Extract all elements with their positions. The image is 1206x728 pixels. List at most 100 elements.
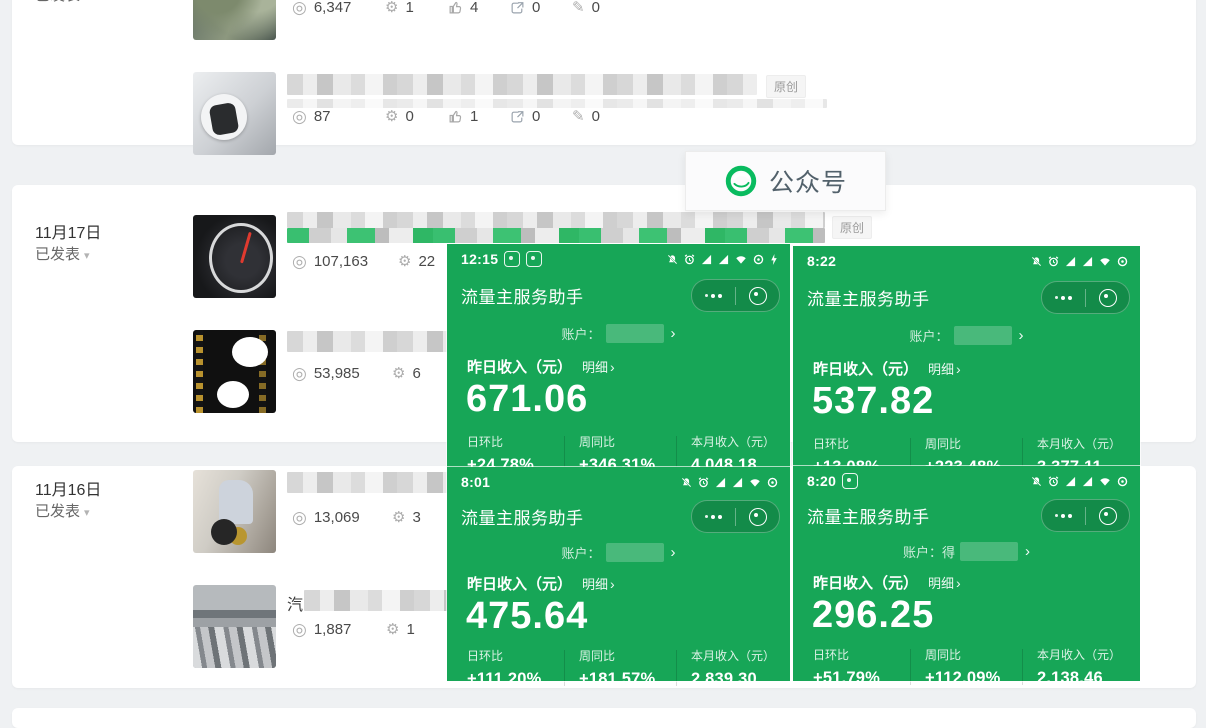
wifi-icon [1100, 257, 1110, 266]
account-label: 账户： [909, 329, 949, 344]
month-income-label: 本月收入（元） [1037, 647, 1122, 662]
wifi-icon [736, 255, 746, 264]
account-switcher[interactable]: 账户： › [447, 543, 790, 562]
mini-program-capsule[interactable] [691, 279, 780, 312]
signal-icon [718, 254, 729, 264]
article-title-blurred-highlighted[interactable] [287, 228, 825, 243]
account-name-visible-char: 得 [942, 545, 956, 560]
edit-count: 0 [591, 108, 600, 125]
mute-icon [681, 477, 692, 487]
article-title-visible-char[interactable]: 汽 [287, 597, 304, 614]
wow-count: 0 [405, 108, 414, 125]
detail-link[interactable]: 明细 › [582, 359, 615, 375]
mini-program-title: 流量主服务助手 [807, 508, 930, 527]
date-label: 11月16日 [35, 482, 102, 499]
battery-icon [1117, 476, 1128, 486]
status-bar: 8:22 [793, 246, 1140, 269]
account-label: 账户： [561, 327, 601, 342]
alarm-icon [1048, 475, 1059, 486]
publish-state-dropdown-s2[interactable]: 已发表 ▾ [35, 243, 90, 264]
wow-count: 1 [406, 621, 415, 638]
mini-program-capsule[interactable] [1041, 281, 1130, 314]
edit-icon: ✎ [572, 108, 585, 125]
chevron-down-icon: ▾ [84, 0, 90, 3]
article-thumbnail[interactable] [193, 0, 276, 40]
account-name-blurred [605, 543, 664, 562]
mini-program-capsule[interactable] [691, 500, 780, 533]
mini-program-capsule[interactable] [1041, 499, 1130, 532]
like-icon [449, 110, 462, 123]
share-icon [511, 111, 524, 123]
chevron-down-icon: ▾ [84, 250, 90, 262]
close-target-icon[interactable] [736, 286, 779, 305]
article-thumbnail[interactable] [193, 72, 276, 155]
like-count: 1 [470, 108, 479, 125]
more-icon[interactable] [692, 293, 735, 298]
like-count: 4 [470, 0, 479, 16]
like-icon [449, 1, 462, 14]
month-income-value: 2,839.30 [691, 669, 757, 688]
chevron-right-icon: › [670, 544, 676, 561]
views-icon: ◎ [292, 508, 307, 527]
article-title-blurred[interactable] [287, 212, 825, 228]
more-icon[interactable] [1042, 295, 1085, 300]
detail-link[interactable]: 明细 › [582, 576, 615, 592]
chevron-down-icon: ▾ [84, 507, 90, 519]
views-count: 6,347 [313, 0, 352, 16]
article-thumbnail[interactable] [193, 215, 276, 298]
share-count: 0 [532, 0, 541, 16]
notification-app-icon [842, 473, 859, 489]
chevron-right-icon: › [610, 576, 615, 592]
account-switcher[interactable]: 账户： › [793, 326, 1140, 345]
alarm-icon [1048, 255, 1059, 266]
article-thumbnail[interactable] [193, 330, 276, 413]
publish-state-dropdown-s1[interactable]: 已发表 ▾ [35, 0, 90, 5]
chevron-right-icon: › [1018, 327, 1024, 344]
close-target-icon[interactable] [1086, 506, 1129, 525]
signal-icon [1082, 476, 1093, 486]
chevron-right-icon: › [670, 325, 676, 342]
official-account-label: 公众号 [768, 169, 847, 197]
signal-icon [715, 477, 726, 487]
views-icon: ◎ [292, 364, 307, 383]
account-label: 账户： [902, 545, 942, 560]
wow-icon: ⚙︎ [385, 0, 399, 16]
close-target-icon[interactable] [736, 507, 779, 526]
battery-icon [753, 254, 764, 264]
notification-app-icon [526, 251, 543, 267]
status-time: 8:20 [807, 473, 837, 489]
alarm-icon [698, 476, 709, 487]
month-income-label: 本月收入（元） [691, 648, 776, 663]
income-label: 昨日收入（元） [813, 575, 919, 592]
more-icon[interactable] [692, 514, 735, 519]
wow-icon: ⚙︎ [385, 108, 399, 125]
wow-icon: ⚙︎ [386, 621, 400, 638]
wifi-icon [750, 478, 760, 487]
article-title-blurred[interactable] [287, 74, 757, 95]
close-target-icon[interactable] [1086, 288, 1129, 307]
traffic-assistant-card-3: 8:01 流量主服务助手 账户： › 昨日收入（元） 明细 › 475.64 日环… [446, 466, 791, 688]
account-switcher[interactable]: 账户： › [447, 324, 790, 343]
article-thumbnail[interactable] [193, 585, 276, 668]
signal-icon [1065, 476, 1076, 486]
mute-icon [1031, 256, 1042, 266]
signal-icon [701, 254, 712, 264]
status-icons [681, 476, 778, 488]
article-thumbnail[interactable] [193, 470, 276, 553]
status-bar: 8:01 [447, 467, 790, 490]
status-bar: 12:15 [447, 244, 790, 267]
month-income-label: 本月收入（元） [1037, 436, 1122, 451]
chevron-right-icon: › [956, 575, 961, 591]
wow-count: 6 [412, 365, 421, 382]
wow-value: +181.57% [579, 669, 656, 688]
account-switcher[interactable]: 账户： 得 › [793, 542, 1140, 561]
views-icon: ◎ [292, 252, 307, 271]
more-icon[interactable] [1042, 513, 1085, 518]
dod-label: 日环比 [467, 434, 504, 449]
status-icons [1031, 475, 1128, 487]
detail-link[interactable]: 明细 › [928, 575, 961, 591]
publish-state-dropdown-s3[interactable]: 已发表 ▾ [35, 500, 90, 521]
detail-link[interactable]: 明细 › [928, 361, 961, 377]
views-count: 1,887 [313, 621, 352, 638]
